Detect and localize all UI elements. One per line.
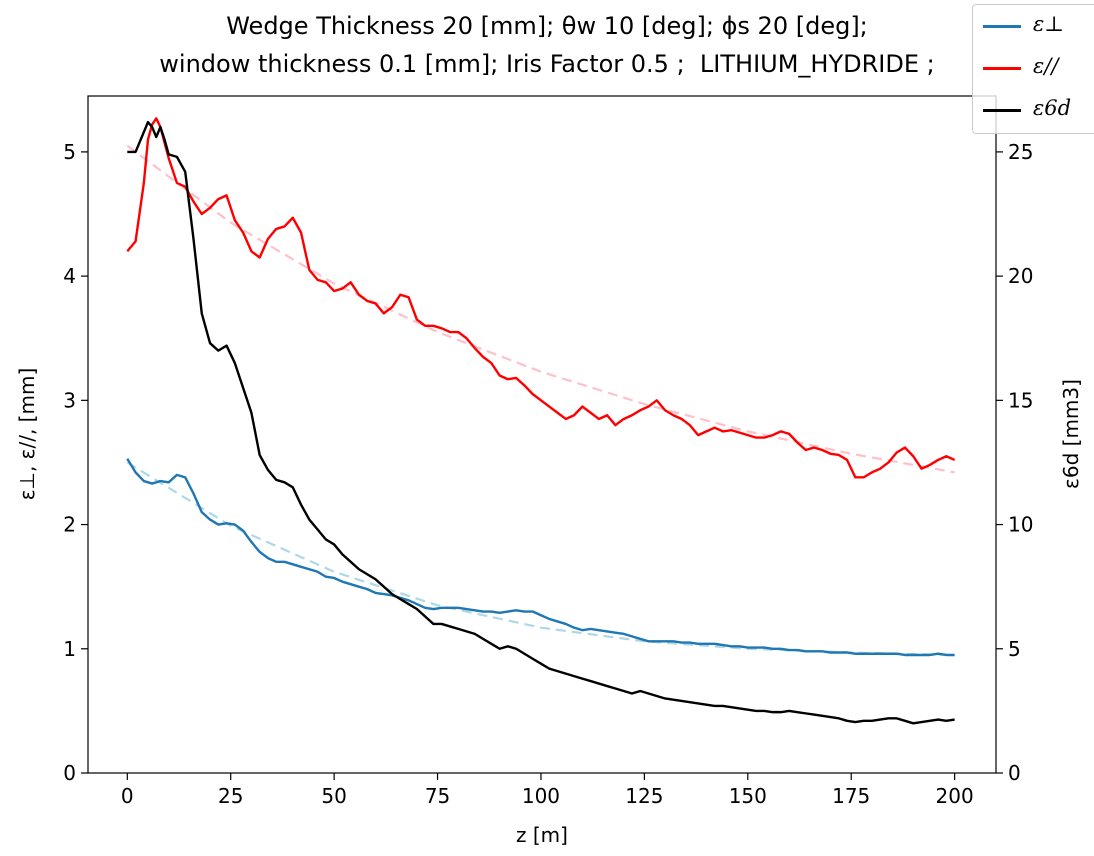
right-y-tick-label: 25: [1008, 140, 1033, 164]
series-line-eps-perp: [126, 458, 955, 657]
plot-area-frame: [87, 95, 997, 774]
x-tick-label: 100: [522, 784, 560, 808]
right-y-tick-label: 10: [1008, 513, 1033, 537]
legend-item-eps-perp: ε⊥: [973, 7, 1094, 47]
left-y-tick-label: 1: [63, 637, 76, 661]
fit-line-eps-par: [126, 144, 955, 474]
legend-label-eps-6d: ε6d: [1033, 96, 1072, 120]
x-tick-label: 200: [936, 784, 974, 808]
legend: ε⊥ ε// ε6d: [972, 4, 1094, 134]
series-line-eps-6d: [127, 120, 955, 725]
legend-item-eps-par: ε//: [973, 49, 1094, 89]
right-y-tick-label: 0: [1008, 761, 1021, 785]
x-tick-label: 150: [729, 784, 767, 808]
legend-line-eps-par: [983, 67, 1021, 70]
right-y-tick-label: 5: [1008, 637, 1021, 661]
chart-title-line-1: Wedge Thickness 20 [mm]; θw 10 [deg]; ϕs…: [226, 12, 868, 40]
legend-item-eps-6d: ε6d: [973, 91, 1094, 131]
left-y-tick-label: 0: [63, 761, 76, 785]
fit-line-eps-perp: [126, 461, 955, 657]
left-y-axis-label: ε⊥, ε//, [mm]: [15, 368, 39, 501]
legend-label-eps-par: ε//: [1033, 54, 1059, 78]
x-tick-label: 75: [425, 784, 450, 808]
plot-lines: [126, 117, 956, 725]
legend-line-eps-perp: [983, 25, 1021, 28]
legend-label-eps-perp: ε⊥: [1033, 12, 1065, 36]
x-tick-label: 125: [625, 784, 663, 808]
left-y-tick-label: 4: [63, 264, 76, 288]
right-y-tick-label: 20: [1008, 264, 1033, 288]
left-y-tick-label: 2: [63, 513, 76, 537]
x-tick-label: 0: [121, 784, 134, 808]
series-line-eps-par: [126, 117, 956, 479]
x-tick-label: 50: [321, 784, 346, 808]
left-y-tick-label: 3: [63, 388, 76, 412]
x-axis: 0 25 50 75 100 125 150 175 200: [121, 773, 974, 808]
left-y-axis: 0 1 2 3 4 5: [63, 140, 88, 785]
legend-line-eps-6d: [983, 109, 1021, 112]
right-y-axis-label: ε6d [mm3]: [1059, 379, 1083, 489]
right-y-tick-label: 15: [1008, 388, 1033, 412]
x-tick-label: 25: [218, 784, 243, 808]
chart-title-line-2: window thickness 0.1 [mm]; Iris Factor 0…: [159, 50, 935, 78]
x-tick-label: 175: [832, 784, 870, 808]
right-y-axis: 0 5 10 15 20 25: [996, 140, 1033, 785]
left-y-tick-label: 5: [63, 140, 76, 164]
x-axis-label: z [m]: [516, 823, 568, 847]
